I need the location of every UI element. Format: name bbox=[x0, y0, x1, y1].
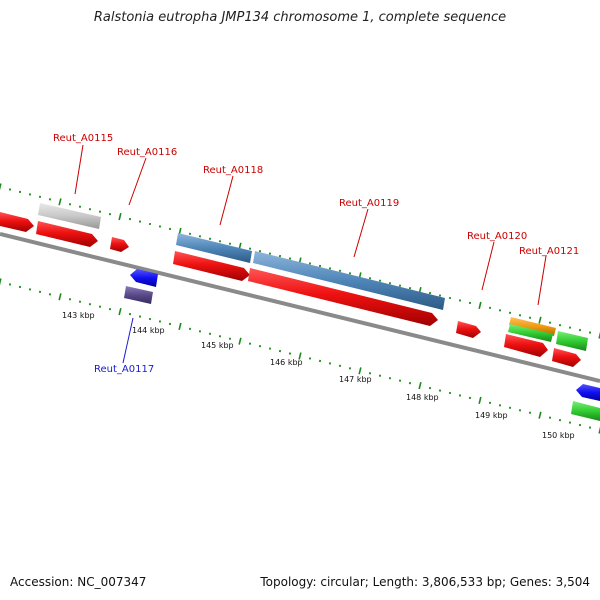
gene-reut-a0117-feature[interactable] bbox=[124, 286, 153, 304]
gene-reut-a0122-cds[interactable] bbox=[552, 348, 581, 367]
gene-reut-a0120-cds[interactable] bbox=[456, 321, 481, 338]
kbp-label-144: 144 kbp bbox=[132, 326, 165, 335]
inner-ring-tick bbox=[298, 352, 302, 360]
callout-line-reut-a0117 bbox=[122, 317, 134, 364]
callout-line-reut-a0115 bbox=[74, 144, 84, 195]
accession-text: Accession: NC_007347 bbox=[10, 575, 147, 589]
outer-ring-tick bbox=[118, 213, 122, 221]
gene-reut-a0119-cds[interactable] bbox=[248, 268, 438, 326]
inner-ring-tick bbox=[478, 396, 482, 404]
gene-reut-a0121-green[interactable] bbox=[556, 331, 588, 351]
inner-ring-tick bbox=[358, 367, 362, 375]
kbp-label-143: 143 kbp bbox=[62, 311, 95, 320]
kbp-label-148: 148 kbp bbox=[406, 393, 439, 402]
feature-row-forward bbox=[0, 212, 588, 367]
gene-label-reut-a0121[interactable]: Reut_A0121 bbox=[519, 246, 579, 257]
outer-ring-tick bbox=[538, 316, 542, 324]
inner-tick-ring bbox=[0, 278, 600, 434]
gene-label-reut-a0116[interactable]: Reut_A0116 bbox=[117, 147, 177, 158]
kbp-label-150: 150 kbp bbox=[542, 431, 575, 440]
inner-ring-tick bbox=[58, 293, 62, 301]
outer-ring-tick bbox=[58, 198, 62, 206]
gene-reut-a0120-misc[interactable] bbox=[509, 317, 556, 336]
gene-reut-a0118-feature[interactable] bbox=[176, 233, 252, 263]
map-title: Ralstonia eutropha JMP134 chromosome 1, … bbox=[93, 10, 507, 25]
inner-ring-tick bbox=[418, 382, 422, 390]
gene-reut-a0114-cds[interactable] bbox=[0, 212, 34, 232]
kbp-label-146: 146 kbp bbox=[270, 358, 303, 367]
kbp-label-149: 149 kbp bbox=[475, 411, 508, 420]
inner-ring-tick bbox=[538, 411, 542, 419]
kbp-scale-labels: 143 kbp 144 kbp 145 kbp 146 kbp 147 kbp … bbox=[62, 311, 575, 440]
outer-ring-tick bbox=[0, 183, 2, 191]
gene-label-reut-a0115[interactable]: Reut_A0115 bbox=[53, 133, 113, 144]
callout-line-reut-a0116 bbox=[128, 157, 147, 206]
gene-reut-a0123-cds[interactable] bbox=[576, 384, 600, 401]
gene-reut-a0115-rrna[interactable] bbox=[38, 203, 101, 229]
gene-reut-a0116-cds[interactable] bbox=[110, 237, 129, 252]
gene-reut-a0121-cds[interactable] bbox=[504, 334, 548, 357]
gene-label-reut-a0118[interactable]: Reut_A0118 bbox=[203, 165, 263, 176]
gene-reut-a0120-green[interactable] bbox=[508, 324, 553, 342]
gene-label-reut-a0120[interactable]: Reut_A0120 bbox=[467, 231, 527, 242]
feature-row-reverse bbox=[124, 269, 600, 421]
inner-ring-tick bbox=[598, 426, 600, 434]
inner-ring-tick bbox=[238, 337, 242, 345]
gene-reut-a0118-cds[interactable] bbox=[173, 251, 250, 281]
inner-ring-tick bbox=[118, 308, 122, 316]
outer-ring-tick bbox=[478, 301, 482, 309]
callout-line-reut-a0118 bbox=[219, 175, 234, 226]
topology-summary: Topology: circular; Length: 3,806,533 bp… bbox=[260, 575, 590, 589]
feature-row-upper bbox=[38, 203, 556, 336]
kbp-label-145: 145 kbp bbox=[201, 341, 234, 350]
callout-line-reut-a0121 bbox=[537, 255, 547, 306]
kbp-label-147: 147 kbp bbox=[339, 375, 372, 384]
inner-ring-tick bbox=[178, 322, 182, 330]
callout-line-reut-a0120 bbox=[481, 241, 495, 291]
chromosome-backbone bbox=[0, 232, 600, 383]
gene-label-reut-a0117[interactable]: Reut_A0117 bbox=[94, 364, 154, 375]
outer-ring-tick bbox=[598, 331, 600, 339]
gene-reut-a0117-cds[interactable] bbox=[130, 269, 158, 287]
inner-ring-tick bbox=[0, 278, 2, 286]
gene-reut-a0119-feature[interactable] bbox=[253, 251, 445, 310]
callout-line-reut-a0119 bbox=[353, 208, 369, 258]
gene-reut-a0115-cds[interactable] bbox=[36, 221, 98, 247]
gene-reut-a0123-green[interactable] bbox=[571, 401, 600, 421]
gene-label-reut-a0119[interactable]: Reut_A0119 bbox=[339, 198, 399, 209]
gene-label-callouts: Reut_A0115 Reut_A0116 Reut_A0117 Reut_A0… bbox=[53, 133, 579, 375]
